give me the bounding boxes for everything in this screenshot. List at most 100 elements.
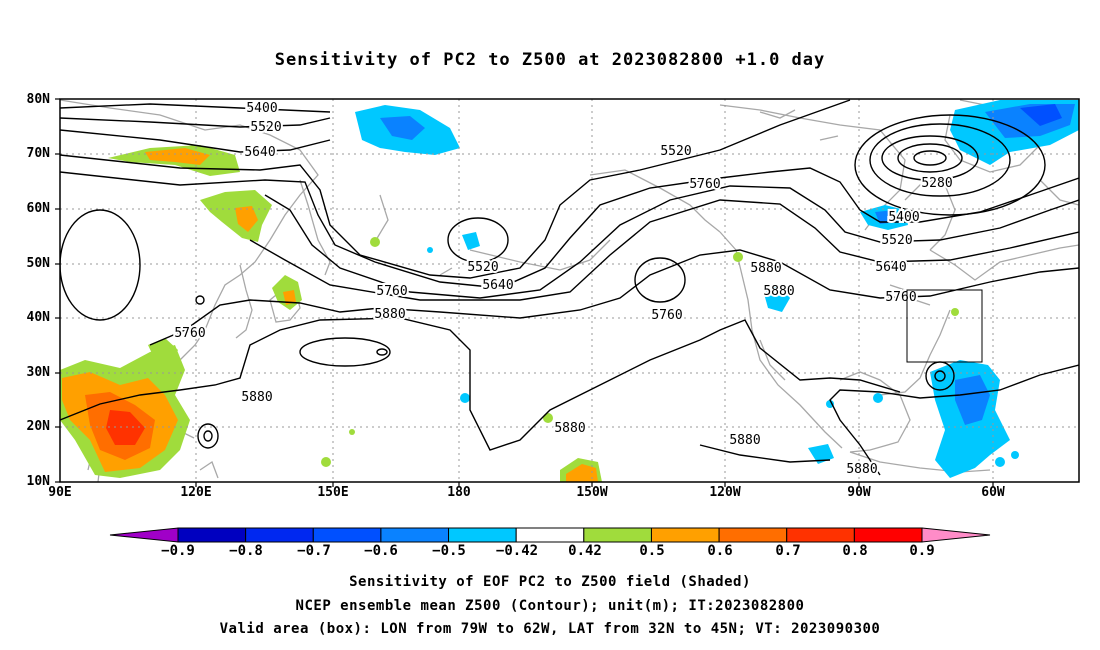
contour-label: 5880 (846, 462, 877, 477)
lat-label-10n: 10N (26, 474, 50, 489)
lat-label-50n: 50N (26, 256, 50, 271)
contour-label: 5400 (246, 101, 277, 116)
map-frame (59, 98, 1080, 483)
lat-label-30n: 30N (26, 365, 50, 380)
lon-label-150e: 150E (317, 485, 349, 500)
contour-5760-main (149, 249, 1079, 346)
contour-label: 5640 (875, 260, 906, 275)
colorbar-label: 0.5 (639, 543, 665, 559)
valid-area-box (906, 289, 983, 363)
contour-label: 5760 (376, 284, 407, 299)
contour-label: 5880 (763, 284, 794, 299)
contour-5640-west (60, 129, 331, 153)
contour-small-5 (195, 295, 205, 305)
colorbar-label: −0.9 (161, 543, 195, 559)
contour-5640-main (249, 199, 1079, 301)
plot-title: Sensitivity of PC2 to Z500 at 2023082800… (274, 50, 826, 70)
contour-label: 5760 (885, 290, 916, 305)
lon-label-90e: 90E (48, 485, 72, 500)
lat-label-40n: 40N (26, 310, 50, 325)
colorbar-label: −0.5 (432, 543, 466, 559)
colorbar-label: 0.9 (909, 543, 935, 559)
contour-closed-5520-pacific (447, 217, 509, 263)
contour-5880-east (829, 364, 1079, 476)
contour-small-1 (197, 423, 219, 449)
contour-label: 5520 (660, 144, 691, 159)
colorbar-swatch (245, 527, 314, 543)
contour-low-5280-c (913, 150, 947, 166)
contour-closed-5760-pacific (634, 257, 686, 303)
lat-label-80n: 80N (26, 92, 50, 107)
colorbar-swatch (853, 527, 923, 543)
contour-trough-3 (264, 185, 1079, 299)
axis-ticks (55, 98, 994, 487)
contour-closed-5880-pacific (299, 337, 391, 367)
colorbar-swatch (515, 527, 585, 543)
contour-label: 5880 (374, 307, 405, 322)
colorbar-swatch (650, 527, 720, 543)
graticule (60, 99, 1079, 482)
colorbar-swatch (786, 527, 855, 543)
contour-low-5400 (869, 123, 1011, 197)
contour-trough-1 (60, 99, 851, 279)
contour-label: 5400 (888, 210, 919, 225)
contour-low-5520 (854, 114, 1046, 216)
lat-label-20n: 20N (26, 419, 50, 434)
contour-small-4 (934, 370, 946, 382)
lon-label-60w: 60W (981, 485, 1005, 500)
colorbar-label: 0.42 (568, 543, 602, 559)
contour-label: 5880 (554, 421, 585, 436)
contour-labels: 5400 5520 5640 5520 5760 5280 5400 5520 … (164, 99, 954, 479)
lat-label-60n: 60N (26, 201, 50, 216)
colorbar-swatch (448, 527, 517, 543)
colorbar-label: −0.7 (297, 543, 331, 559)
contour-label: 5520 (467, 260, 498, 275)
colorbar-swatch (583, 527, 652, 543)
colorbar-label: −0.8 (229, 543, 263, 559)
contour-label: 5520 (250, 120, 281, 135)
colorbar (109, 527, 991, 543)
contour-small-2 (203, 430, 213, 442)
contour-5880-ridge (699, 444, 831, 463)
contour-closed-siberia (60, 209, 141, 321)
colorbar-label: −0.42 (495, 543, 539, 559)
caption-line-1: Sensitivity of EOF PC2 to Z500 field (Sh… (349, 574, 751, 590)
z500-contours (60, 99, 1079, 476)
caption-line-2: NCEP ensemble mean Z500 (Contour); unit(… (295, 598, 805, 614)
contour-5400-west (60, 103, 331, 113)
negative-sensitivity-shading (355, 100, 1079, 478)
colorbar-swatch (312, 527, 382, 543)
contour-label: 5880 (164, 409, 195, 424)
colorbar-label: 0.8 (842, 543, 868, 559)
contour-trough-2 (60, 167, 1079, 289)
contour-label: 5880 (750, 261, 781, 276)
contour-label: 5760 (174, 326, 205, 341)
colorbar-label: −0.6 (364, 543, 398, 559)
lon-label-180: 180 (447, 485, 471, 500)
lon-label-120e: 120E (180, 485, 212, 500)
contour-label: 5280 (921, 176, 952, 191)
colorbar-swatch (380, 527, 450, 543)
contour-label: 5880 (241, 390, 272, 405)
contour-low-5280-b (897, 143, 963, 173)
contour-low-5280-a (881, 135, 979, 181)
colorbar-label: 0.7 (775, 543, 801, 559)
contour-5520-west (60, 117, 331, 128)
caption-line-3: Valid area (box): LON from 79W to 62W, L… (219, 621, 881, 637)
colorbar-max-triangle (921, 527, 991, 543)
lat-label-70n: 70N (26, 146, 50, 161)
contour-label: 5760 (689, 177, 720, 192)
contour-label: 5520 (881, 233, 912, 248)
positive-sensitivity-shading (60, 145, 959, 482)
lon-label-90w: 90W (847, 485, 871, 500)
lon-label-150w: 150W (576, 485, 608, 500)
colorbar-swatch (177, 527, 247, 543)
lon-label-120w: 120W (709, 485, 741, 500)
colorbar-swatch (718, 527, 788, 543)
colorbar-min-triangle (109, 527, 179, 543)
colorbar-label: 0.6 (707, 543, 733, 559)
contour-label: 5760 (651, 308, 682, 323)
contour-5880-west (60, 317, 901, 451)
contour-small-6 (376, 348, 388, 356)
